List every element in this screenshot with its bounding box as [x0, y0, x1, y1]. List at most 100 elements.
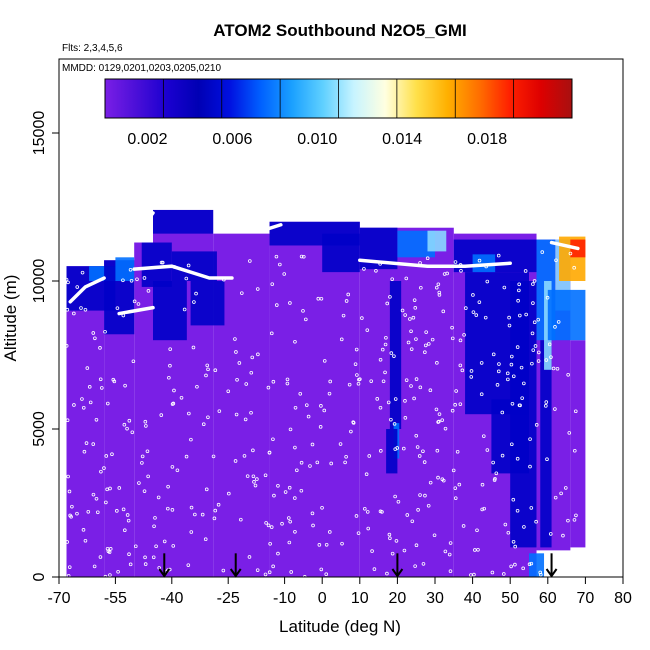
- track-point: [86, 509, 91, 514]
- track-point: [447, 552, 452, 557]
- track-point: [266, 523, 271, 528]
- track-point: [394, 539, 399, 543]
- track-point: [206, 367, 210, 372]
- track-point: [249, 370, 254, 375]
- track-point: [426, 503, 431, 508]
- track-point: [412, 396, 416, 401]
- track-point: [548, 532, 553, 536]
- track-point: [458, 363, 463, 368]
- track-point: [517, 288, 521, 293]
- dates-label: MMDD: 0129,0201,0203,0205,0210: [62, 63, 221, 74]
- track-point: [530, 331, 535, 336]
- track-point: [96, 510, 100, 515]
- track-point: [378, 405, 383, 410]
- track-point: [538, 572, 543, 577]
- x-tick-label: -55: [104, 590, 127, 607]
- track-point: [453, 260, 458, 264]
- track-point: [411, 315, 416, 320]
- track-point: [187, 411, 191, 416]
- track-point: [396, 499, 401, 504]
- track-point: [505, 371, 510, 376]
- track-point: [515, 508, 520, 513]
- track-point: [404, 378, 409, 382]
- track-point: [561, 533, 565, 538]
- track-point: [233, 459, 238, 463]
- track-point: [83, 307, 88, 312]
- track-point: [400, 308, 405, 313]
- track-point: [552, 561, 557, 566]
- x-tick-label: 10: [351, 590, 369, 607]
- field-patch: [386, 429, 398, 474]
- track-point: [474, 313, 479, 317]
- track-point: [385, 571, 389, 576]
- track-point: [500, 410, 505, 415]
- track-point: [515, 345, 520, 349]
- track-point: [437, 290, 442, 295]
- track-point: [421, 449, 425, 454]
- track-point: [414, 433, 419, 438]
- track-point: [167, 375, 171, 380]
- track-point: [423, 350, 427, 354]
- track-point: [543, 404, 548, 408]
- track-point: [98, 377, 103, 382]
- track-point: [351, 421, 356, 425]
- track-point: [264, 521, 268, 525]
- track-point: [460, 368, 465, 373]
- track-point: [80, 397, 84, 401]
- field-patch: [322, 233, 360, 273]
- track-point: [189, 505, 194, 510]
- track-point: [179, 395, 184, 400]
- track-point: [392, 354, 396, 358]
- field-patch: [153, 209, 214, 234]
- track-point: [393, 494, 397, 499]
- track-point: [462, 333, 466, 337]
- track-point: [357, 377, 361, 382]
- track-point: [537, 350, 541, 355]
- track-point: [152, 524, 156, 529]
- latitude-arrow: [229, 553, 242, 578]
- track-point: [520, 396, 524, 400]
- track-point: [572, 265, 576, 270]
- track-point: [205, 363, 210, 368]
- track-point: [140, 461, 144, 465]
- track-point: [507, 315, 511, 320]
- track-point: [142, 489, 147, 493]
- track-point: [435, 361, 439, 365]
- track-point: [409, 384, 413, 388]
- track-point: [355, 373, 359, 377]
- track-point: [510, 401, 515, 406]
- track-point: [91, 442, 96, 446]
- track-point: [189, 530, 194, 534]
- track-point: [159, 413, 164, 417]
- track-point: [256, 352, 260, 357]
- track-point: [409, 329, 413, 334]
- track-point: [65, 307, 70, 312]
- track-point: [573, 409, 578, 414]
- track-point: [146, 474, 150, 479]
- track-point: [385, 301, 390, 306]
- y-tick-label: 5000: [31, 411, 48, 447]
- track-point: [518, 313, 522, 318]
- track-point: [479, 361, 484, 365]
- track-point: [153, 516, 157, 520]
- colorbar: 0.002 0.006 0.010 0.014 0.018: [104, 78, 573, 148]
- track-point: [405, 513, 410, 517]
- track-point: [122, 528, 127, 532]
- track-point: [356, 381, 361, 386]
- track-point: [217, 409, 222, 413]
- track-point: [388, 295, 392, 299]
- track-point: [239, 291, 244, 295]
- track-point: [143, 555, 147, 560]
- track-point: [269, 525, 274, 529]
- track-point: [416, 508, 420, 512]
- field-segment: [269, 221, 360, 578]
- track-point: [471, 310, 476, 314]
- track-point: [234, 412, 239, 417]
- track-point: [509, 564, 513, 569]
- track-point: [132, 299, 137, 304]
- track-point: [545, 295, 550, 300]
- track-point: [568, 251, 573, 256]
- cruise-track: [117, 305, 155, 316]
- track-point: [531, 348, 536, 352]
- track-point: [226, 389, 231, 394]
